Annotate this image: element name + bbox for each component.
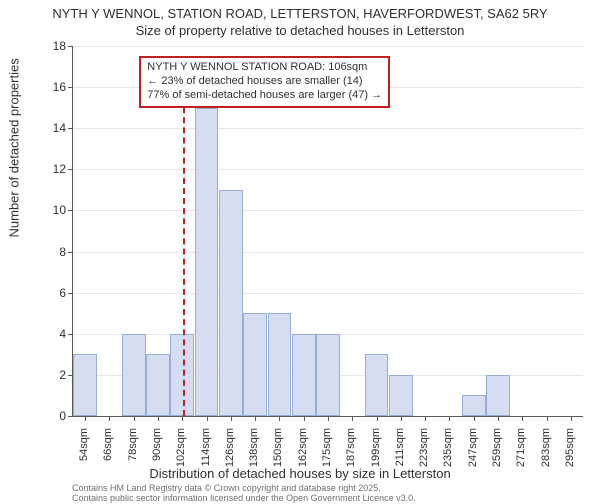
xtick-mark — [255, 416, 256, 421]
histogram-bar — [219, 190, 243, 416]
gridline — [73, 293, 583, 294]
ytick-label: 6 — [59, 286, 66, 300]
histogram-bar — [316, 334, 340, 416]
y-axis-label: Number of detached properties — [7, 58, 22, 237]
xtick-mark — [231, 416, 232, 421]
xtick-mark — [522, 416, 523, 421]
property-callout: NYTH Y WENNOL STATION ROAD: 106sqm ← 23% … — [139, 56, 390, 107]
histogram-bar — [122, 334, 146, 416]
gridline — [73, 169, 583, 170]
chart-title-line2: Size of property relative to detached ho… — [0, 23, 600, 38]
ytick-mark — [68, 416, 73, 417]
xtick-mark — [474, 416, 475, 421]
property-marker-line — [183, 87, 185, 416]
histogram-bar — [389, 375, 413, 416]
chart-title-line1: NYTH Y WENNOL, STATION ROAD, LETTERSTON,… — [0, 6, 600, 21]
xtick-mark — [134, 416, 135, 421]
ytick-label: 2 — [59, 368, 66, 382]
callout-line3: 77% of semi-detached houses are larger (… — [147, 89, 382, 101]
ytick-label: 12 — [53, 162, 66, 176]
xtick-mark — [85, 416, 86, 421]
attribution-line1: Contains HM Land Registry data © Crown c… — [72, 483, 381, 493]
histogram-bar — [73, 354, 97, 416]
xtick-mark — [401, 416, 402, 421]
xtick-mark — [207, 416, 208, 421]
ytick-mark — [68, 169, 73, 170]
gridline — [73, 46, 583, 47]
xtick-mark — [425, 416, 426, 421]
histogram-bar — [243, 313, 267, 416]
ytick-mark — [68, 46, 73, 47]
histogram-bar — [146, 354, 170, 416]
chart-container: NYTH Y WENNOL, STATION ROAD, LETTERSTON,… — [0, 0, 600, 500]
ytick-label: 4 — [59, 327, 66, 341]
x-axis-label: Distribution of detached houses by size … — [0, 466, 600, 481]
ytick-label: 16 — [53, 80, 66, 94]
xtick-mark — [547, 416, 548, 421]
ytick-label: 10 — [53, 203, 66, 217]
xtick-mark — [182, 416, 183, 421]
callout-line2: ← 23% of detached houses are smaller (14… — [147, 75, 362, 87]
ytick-label: 18 — [53, 39, 66, 53]
attribution-line2: Contains public sector information licen… — [72, 493, 416, 503]
histogram-bar — [268, 313, 292, 416]
xtick-mark — [352, 416, 353, 421]
histogram-bar — [195, 108, 219, 416]
plot-area: NYTH Y WENNOL STATION ROAD: 106sqm ← 23% … — [72, 46, 583, 417]
xtick-mark — [498, 416, 499, 421]
ytick-mark — [68, 128, 73, 129]
histogram-bar — [292, 334, 316, 416]
gridline — [73, 128, 583, 129]
gridline — [73, 252, 583, 253]
xtick-mark — [158, 416, 159, 421]
histogram-bar — [462, 395, 486, 416]
ytick-mark — [68, 87, 73, 88]
ytick-label: 0 — [59, 409, 66, 423]
gridline — [73, 210, 583, 211]
xtick-mark — [449, 416, 450, 421]
xtick-mark — [571, 416, 572, 421]
xtick-mark — [304, 416, 305, 421]
xtick-mark — [279, 416, 280, 421]
histogram-bar — [365, 354, 389, 416]
callout-line1: NYTH Y WENNOL STATION ROAD: 106sqm — [147, 61, 367, 73]
ytick-label: 14 — [53, 121, 66, 135]
histogram-bar — [486, 375, 510, 416]
ytick-label: 8 — [59, 245, 66, 259]
ytick-mark — [68, 334, 73, 335]
xtick-mark — [328, 416, 329, 421]
ytick-mark — [68, 252, 73, 253]
ytick-mark — [68, 210, 73, 211]
xtick-mark — [109, 416, 110, 421]
attribution-text: Contains HM Land Registry data © Crown c… — [72, 484, 416, 504]
ytick-mark — [68, 293, 73, 294]
xtick-mark — [377, 416, 378, 421]
